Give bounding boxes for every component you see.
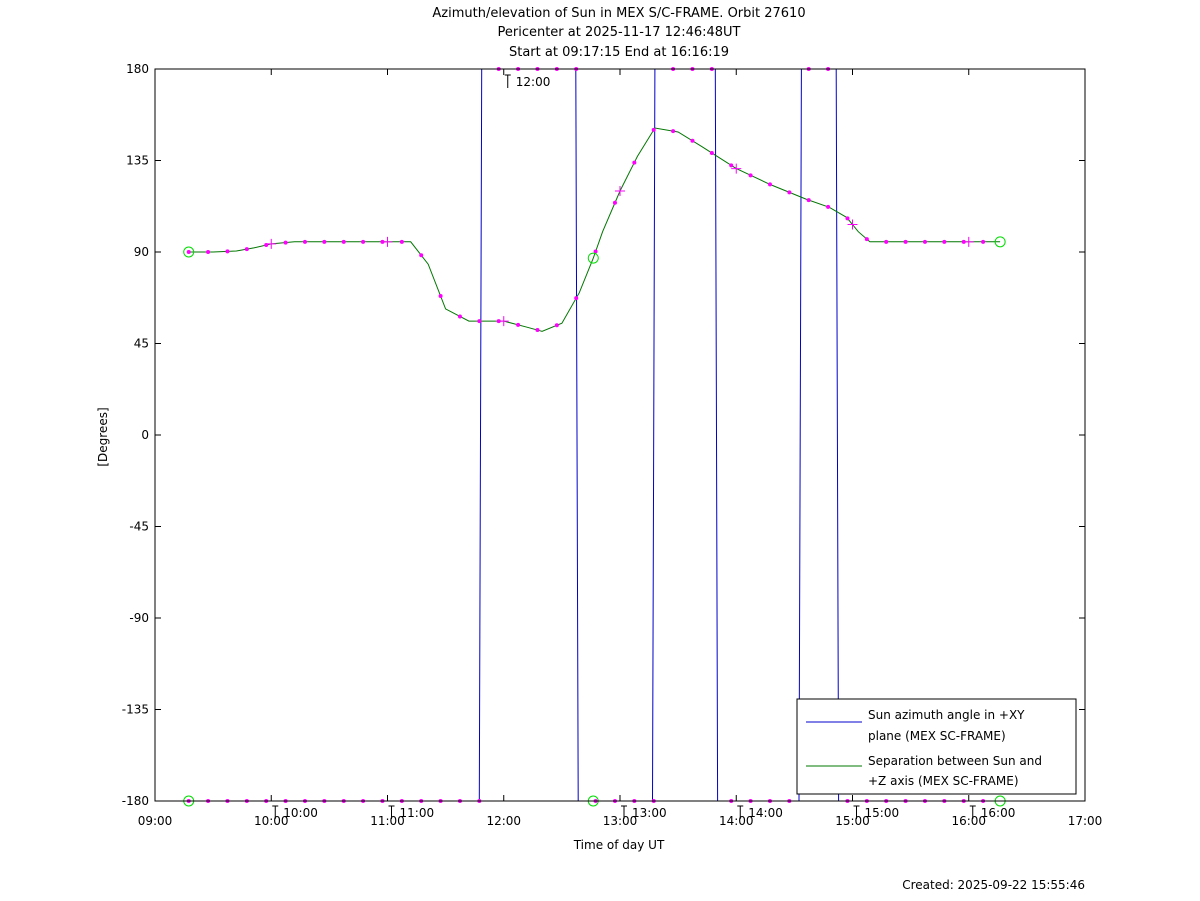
separation-hour-marker xyxy=(963,236,974,247)
separation-hour-marker xyxy=(382,236,393,247)
x-tick-label: 10:00 xyxy=(254,814,289,828)
hour-annotation-label: 15:00 xyxy=(865,806,900,820)
x-tick-label: 09:00 xyxy=(138,814,173,828)
series-layer xyxy=(188,69,1001,801)
separation-sample-point xyxy=(457,314,462,319)
hour-annotation-label: 12:00 xyxy=(516,75,551,89)
y-tick-label: -180 xyxy=(122,794,149,808)
separation-sample-point xyxy=(496,319,501,324)
separation-sample-point xyxy=(244,247,249,252)
separation-sample-point xyxy=(864,237,869,242)
separation-sample-point xyxy=(380,239,385,244)
separation-event-circle xyxy=(994,236,1006,248)
legend-box xyxy=(796,698,1077,795)
legend-label-azimuth-2: plane (MEX SC-FRAME) xyxy=(868,729,1006,743)
separation-hour-marker xyxy=(266,238,277,249)
separation-sample-point xyxy=(516,322,521,327)
legend-label-separation-1: Separation between Sun and xyxy=(868,754,1042,768)
separation-sample-point xyxy=(612,200,617,205)
separation-sample-point xyxy=(903,239,908,244)
separation-sample-point xyxy=(535,328,540,333)
separation-hour-marker xyxy=(731,163,742,174)
separation-sample-point xyxy=(845,216,850,221)
y-axis-label: [Degrees] xyxy=(96,407,110,466)
separation-hour-marker xyxy=(615,186,625,196)
separation-sample-point xyxy=(206,250,211,254)
separation-sample-point xyxy=(671,129,676,134)
separation-sample-point xyxy=(748,173,753,178)
separation-sample-point xyxy=(225,249,230,254)
y-tick-label: -135 xyxy=(122,703,149,717)
y-tick-label: 45 xyxy=(134,337,149,351)
legend: Sun azimuth angle in +XY plane (MEX SC-F… xyxy=(796,698,1077,795)
separation-sample-point xyxy=(419,253,424,258)
separation-sample-point xyxy=(942,239,947,244)
hour-annotation-label: 13:00 xyxy=(632,806,667,820)
chart-subtitle-pericenter: Pericenter at 2025-11-17 12:46:48UT xyxy=(497,25,740,40)
separation-sample-point xyxy=(961,239,966,244)
y-tick-label: -90 xyxy=(129,611,149,625)
series-line-azimuth xyxy=(188,69,1001,801)
separation-sample-point xyxy=(399,239,404,244)
separation-sample-point xyxy=(826,204,831,209)
y-tick-label: 180 xyxy=(126,62,149,76)
separation-sample-point xyxy=(632,160,637,165)
separation-sample-point xyxy=(787,190,792,195)
plot-frame xyxy=(154,68,1086,802)
separation-event-circle xyxy=(587,252,599,264)
separation-sample-point xyxy=(690,138,695,143)
separation-sample-point xyxy=(922,239,927,244)
hour-annotation-label: 10:00 xyxy=(283,806,318,820)
separation-event-circle xyxy=(183,246,195,258)
chart-subtitle-start-end: Start at 09:17:15 End at 16:16:19 xyxy=(509,45,729,60)
marker-layer xyxy=(183,67,1006,807)
separation-sample-point xyxy=(186,250,191,254)
hour-annotation-label: 14:00 xyxy=(748,806,783,820)
separation-sample-point xyxy=(477,319,482,324)
x-axis: 09:00 10:00 11:00 12:00 13:00 14:00 15:00 16:00… xyxy=(138,69,1103,828)
x-tick-label: 11:00 xyxy=(370,814,405,828)
separation-sample-point xyxy=(593,249,598,254)
y-tick-label: 135 xyxy=(126,154,149,168)
x-tick-label: 13:00 xyxy=(603,814,638,828)
separation-sample-point xyxy=(709,150,714,155)
y-tick-label: 0 xyxy=(141,428,149,442)
separation-sample-point xyxy=(302,239,307,244)
x-tick-label: 12:00 xyxy=(486,814,521,828)
separation-sample-point xyxy=(651,127,656,132)
separation-sample-point xyxy=(322,239,327,244)
x-tick-label: 16:00 xyxy=(951,814,986,828)
x-tick-label: 15:00 xyxy=(835,814,870,828)
hour-annotations: 10:00 11:00 12:00 13:00 14:00 15:00 16:00 xyxy=(272,74,1016,820)
hour-annotation-label: 11:00 xyxy=(400,806,435,820)
separation-sample-point xyxy=(361,239,366,244)
separation-sample-point xyxy=(767,182,772,187)
hour-annotation-label: 16:00 xyxy=(981,806,1016,820)
separation-sample-point xyxy=(341,239,346,244)
separation-sample-point xyxy=(574,296,579,301)
y-tick-label: -45 xyxy=(129,520,149,534)
separation-hour-marker xyxy=(498,316,509,327)
x-tick-label: 14:00 xyxy=(719,814,754,828)
separation-sample-point xyxy=(554,323,559,328)
created-timestamp: Created: 2025-09-22 15:55:46 xyxy=(902,878,1085,892)
separation-hour-marker xyxy=(847,219,858,230)
separation-sample-point xyxy=(438,294,443,299)
separation-sample-point xyxy=(729,163,734,168)
x-tick-label: 17:00 xyxy=(1068,814,1103,828)
y-axis: 180 135 90 45 0 -45 -90 -135 -180 xyxy=(122,62,1085,808)
chart-title: Azimuth/elevation of Sun in MEX S/C-FRAM… xyxy=(432,6,805,21)
legend-label-separation-2: +Z axis (MEX SC-FRAME) xyxy=(868,774,1019,788)
x-axis-label: Time of day UT xyxy=(573,838,665,852)
legend-label-azimuth-1: Sun azimuth angle in +XY xyxy=(868,708,1025,722)
separation-sample-point xyxy=(884,239,889,244)
separation-sample-point xyxy=(283,240,288,245)
y-tick-label: 90 xyxy=(134,245,149,259)
series-line-separation xyxy=(188,127,1001,332)
separation-sample-point xyxy=(806,198,811,203)
separation-sample-point xyxy=(981,239,986,244)
